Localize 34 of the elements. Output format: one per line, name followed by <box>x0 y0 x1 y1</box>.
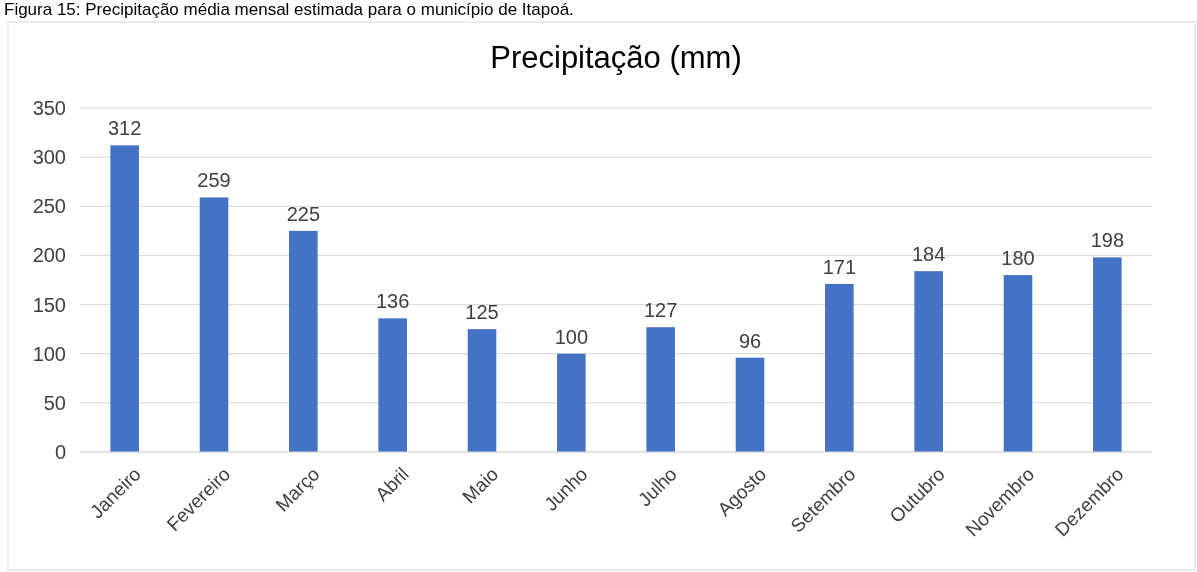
bar <box>467 329 497 452</box>
data-label: 125 <box>465 301 499 324</box>
bar <box>1093 257 1122 452</box>
data-label: 259 <box>197 169 231 192</box>
bar <box>646 327 675 452</box>
data-label: 136 <box>375 290 410 313</box>
y-tick-label: 350 <box>32 97 66 119</box>
bar <box>1003 275 1033 452</box>
y-tick-label: 300 <box>32 146 66 169</box>
chart-title: Precipitação (mm) <box>490 40 742 75</box>
bar <box>735 357 765 452</box>
bar <box>110 145 139 452</box>
y-tick-label: 0 <box>54 441 66 463</box>
data-label: 312 <box>107 117 142 140</box>
data-label: 184 <box>911 243 946 266</box>
y-tick-label: 200 <box>32 244 66 267</box>
data-label: 127 <box>643 299 678 322</box>
data-label: 171 <box>822 255 857 278</box>
bar <box>289 230 318 452</box>
data-label: 225 <box>286 202 321 225</box>
y-tick-label: 50 <box>43 391 66 414</box>
data-label: 180 <box>1001 247 1035 270</box>
bar <box>557 353 586 452</box>
bar <box>825 283 854 452</box>
text: Figura 15: Precipitação média mensal estimada para o município de Itapoá. <box>4 0 574 19</box>
y-tick-label: 100 <box>32 342 66 365</box>
bar <box>199 197 229 452</box>
y-tick-label: 250 <box>32 195 66 218</box>
data-label: 96 <box>738 329 762 352</box>
data-label: 198 <box>1090 229 1125 252</box>
bar <box>378 318 407 452</box>
data-label: 100 <box>554 325 589 348</box>
y-tick-label: 150 <box>32 293 66 316</box>
bar <box>914 271 943 452</box>
